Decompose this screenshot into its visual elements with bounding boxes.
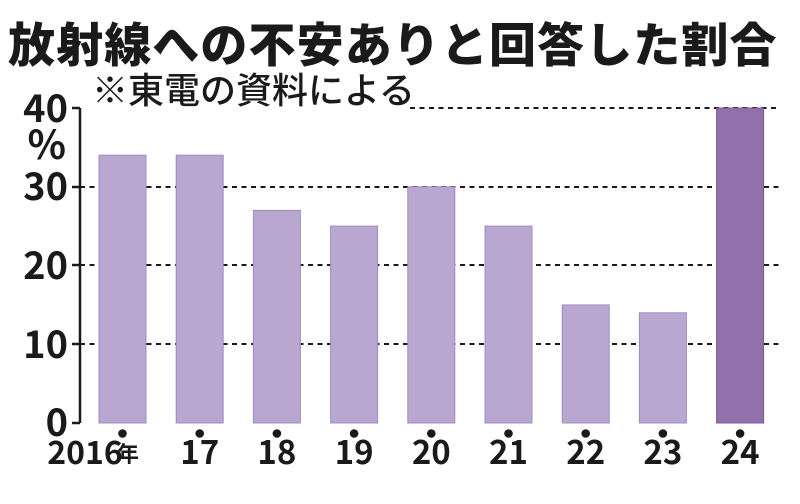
svg-text:20: 20 xyxy=(412,426,451,474)
svg-text:10: 10 xyxy=(23,314,68,369)
svg-text:30: 30 xyxy=(23,156,68,211)
svg-text:23: 23 xyxy=(643,426,682,474)
svg-text:20: 20 xyxy=(23,235,68,290)
svg-text:年: 年 xyxy=(117,437,139,469)
svg-text:22: 22 xyxy=(566,426,605,474)
svg-text:17: 17 xyxy=(180,426,219,474)
svg-text:2016: 2016 xyxy=(47,428,123,474)
svg-text:21: 21 xyxy=(489,426,528,474)
svg-text:18: 18 xyxy=(257,426,296,474)
svg-text:※東電の資料による: ※東電の資料による xyxy=(92,62,415,114)
svg-text:19: 19 xyxy=(335,426,374,474)
svg-text:24: 24 xyxy=(721,426,760,474)
